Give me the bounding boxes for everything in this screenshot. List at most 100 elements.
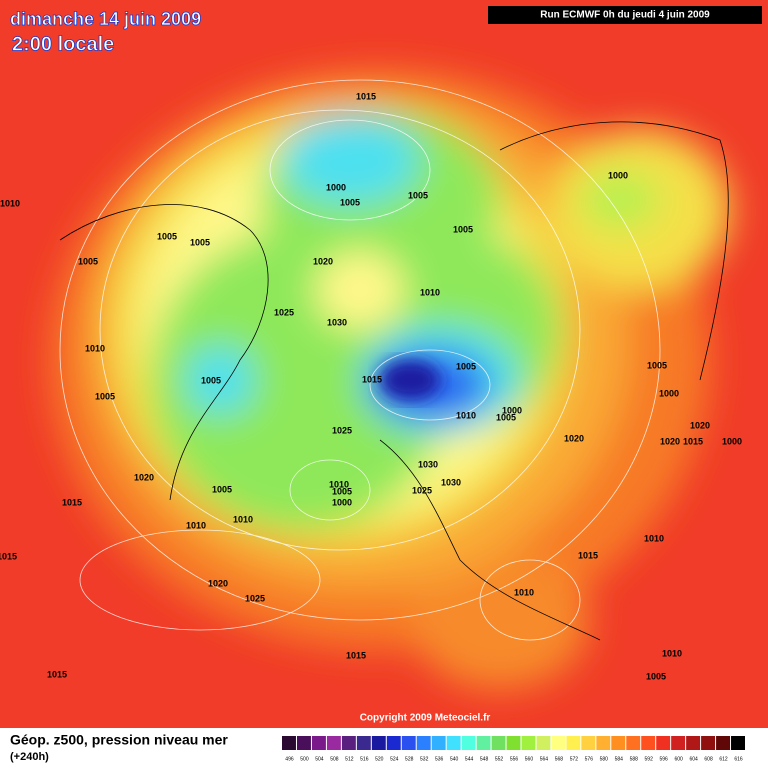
legend-label: 512 [345, 756, 354, 762]
legend-swatch [371, 736, 386, 750]
legend-swatch [626, 736, 641, 750]
isobar-label: 1015 [62, 497, 82, 507]
isobar-label: 1015 [346, 650, 366, 660]
isobar-label: 1010 [644, 533, 664, 543]
legend-label: 508 [330, 756, 339, 762]
isobar-label: 1010 [456, 410, 476, 420]
isobar-label: 1020 [208, 578, 228, 588]
isobars [59, 79, 661, 641]
legend-label: 532 [420, 756, 429, 762]
legend-swatch [641, 736, 656, 750]
legend-swatch [551, 736, 566, 750]
isobar-label: 1000 [502, 405, 522, 415]
legend-swatch [686, 736, 701, 750]
legend-label: 572 [570, 756, 579, 762]
legend-label: 576 [585, 756, 594, 762]
legend-swatch [401, 736, 416, 750]
isobar-label: 1010 [662, 648, 682, 658]
isobar-label: 1015 [0, 551, 17, 561]
legend-label: 592 [645, 756, 654, 762]
legend-swatch [671, 736, 686, 750]
legend-label: 548 [480, 756, 489, 762]
legend-label: 528 [405, 756, 414, 762]
legend-label: 500 [300, 756, 309, 762]
legend-label: 612 [719, 756, 728, 762]
isobar-label: 1005 [647, 360, 667, 370]
legend-label: 596 [660, 756, 669, 762]
legend-label: 588 [630, 756, 639, 762]
isobar-label: 1005 [453, 224, 473, 234]
isobar-label: 1030 [327, 317, 347, 327]
legend-swatch [521, 736, 536, 750]
legend-swatch [701, 736, 716, 750]
isobar-label: 1020 [313, 256, 333, 266]
legend-label: 600 [674, 756, 683, 762]
isobar-label: 1025 [412, 485, 432, 495]
legend-label: 564 [540, 756, 549, 762]
legend-label: 560 [525, 756, 534, 762]
isobar-label: 1005 [646, 671, 666, 681]
isobar-label: 1005 [496, 412, 516, 422]
isobar-label: 1020 [660, 436, 680, 446]
legend-swatch [296, 736, 311, 750]
isobar-label: 1005 [201, 375, 221, 385]
isobar-label: 1030 [441, 477, 461, 487]
isobar-label: 1030 [418, 459, 438, 469]
isobar-label: 1005 [212, 484, 232, 494]
color-legend: 496 500 504 508 512 516 520 524 528 532 536 540 544 5… [282, 736, 745, 762]
legend-swatch [341, 736, 356, 750]
field-shading [50, 70, 730, 690]
legend-swatch [386, 736, 401, 750]
isobar-label: 1015 [356, 91, 376, 101]
legend-label: 544 [465, 756, 474, 762]
legend-swatch [731, 736, 745, 750]
isobar-label: 1010 [514, 587, 534, 597]
legend-swatch [536, 736, 551, 750]
map-title: dimanche 14 juin 2009 [10, 9, 201, 29]
isobar-label: 1025 [332, 425, 352, 435]
footer-lead: (+240h) [10, 751, 49, 763]
legend-swatch [356, 736, 371, 750]
isobar-label: 1020 [564, 433, 584, 443]
isobar-label: 1025 [245, 593, 265, 603]
legend-label: 580 [600, 756, 609, 762]
legend-swatch [326, 736, 341, 750]
coastlines [59, 121, 729, 641]
isobar-label: 1010 [0, 198, 20, 208]
legend-swatch [446, 736, 461, 750]
legend-swatch [596, 736, 611, 750]
isobar-label: 1005 [78, 256, 98, 266]
legend-label: 568 [555, 756, 564, 762]
legend-swatch [476, 736, 491, 750]
isobar-label: 1000 [722, 436, 742, 446]
isobar-label: 1005 [340, 197, 360, 207]
legend-swatch [431, 736, 446, 750]
isobar-label: 1025 [274, 307, 294, 317]
isobar-label: 1000 [659, 388, 679, 398]
isobar-label: 1000 [326, 182, 346, 192]
footer-caption: Géop. z500, pression niveau mer [10, 732, 228, 748]
isobar-label: 1000 [332, 497, 352, 507]
isobar-labels: 1015100010001005100510101005100510051005… [0, 91, 742, 681]
legend-swatch [416, 736, 431, 750]
legend-swatch [491, 736, 506, 750]
legend-swatch [581, 736, 596, 750]
copyright: Copyright 2009 Meteociel.fr [360, 713, 491, 724]
isobar-label: 1005 [408, 190, 428, 200]
isobar-label: 1010 [233, 514, 253, 524]
legend-swatch [282, 736, 296, 750]
legend-label: 496 [285, 756, 294, 762]
legend-label: 616 [734, 756, 743, 762]
legend-label: 524 [390, 756, 399, 762]
legend-swatch [566, 736, 581, 750]
isobar-label: 1005 [95, 391, 115, 401]
legend-swatch [506, 736, 521, 750]
isobar-label: 1015 [47, 669, 67, 679]
legend-swatch [311, 736, 326, 750]
isobar-label: 1010 [420, 287, 440, 297]
isobar-label: 1015 [683, 436, 703, 446]
legend-label: 608 [704, 756, 713, 762]
legend-label: 536 [435, 756, 444, 762]
legend-label: 504 [315, 756, 324, 762]
